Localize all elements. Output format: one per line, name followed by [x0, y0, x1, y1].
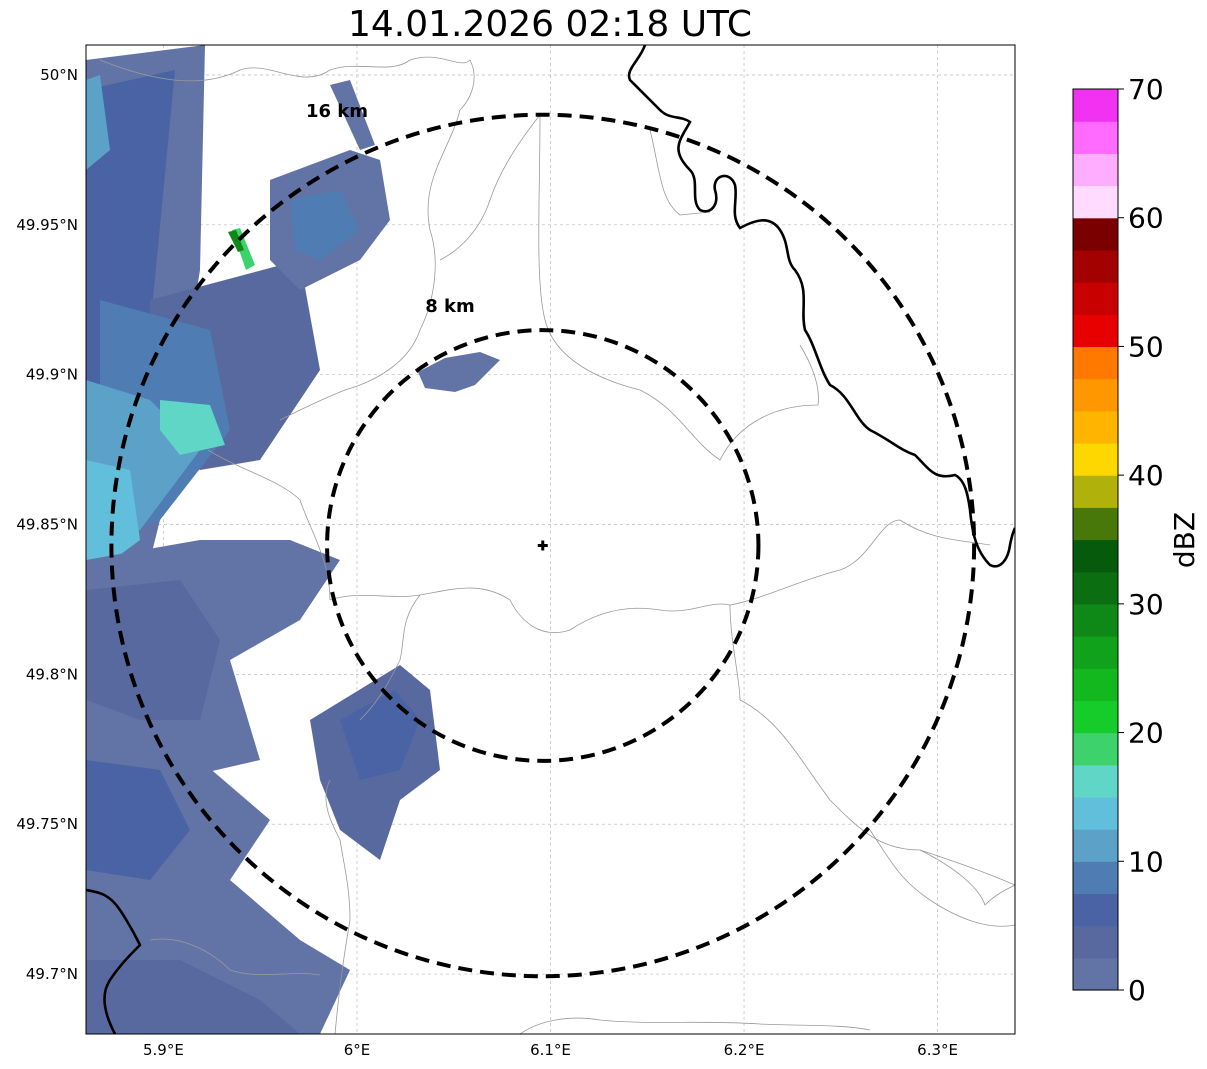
y-tick-label: 49.95°N — [16, 216, 78, 234]
colorbar-segment — [1073, 732, 1118, 766]
x-tick-label: 6°E — [344, 1041, 371, 1059]
echo-cell — [86, 760, 190, 880]
y-tick-label: 49.8°N — [26, 665, 78, 683]
x-tick-label: 6.2°E — [724, 1041, 765, 1059]
range-rings: 8 km 16 km — [109, 101, 977, 979]
boundary-line — [207, 449, 331, 601]
colorbar-segment — [1073, 796, 1118, 830]
colorbar-segment — [1073, 475, 1118, 508]
colorbar-segment — [1073, 957, 1118, 991]
colorbar-segment — [1073, 121, 1118, 154]
boundary-line — [325, 779, 351, 1034]
colorbar-tick-label: 70 — [1128, 73, 1164, 106]
colorbar-segment — [1073, 185, 1118, 219]
boundary-line — [729, 519, 991, 606]
echo-cell — [160, 400, 225, 455]
x-tick-label: 6.3°E — [917, 1041, 958, 1059]
colorbar-segment — [1073, 89, 1118, 122]
colorbar-segment — [1073, 700, 1118, 734]
ring-label: 8 km — [425, 296, 475, 317]
border-line — [627, 45, 1015, 568]
x-tick-label: 6.1°E — [530, 1041, 571, 1059]
country-border — [86, 45, 1015, 1034]
colorbar-tick-label: 60 — [1128, 202, 1164, 235]
colorbar-tick-label: 40 — [1128, 459, 1164, 492]
colorbar-segment — [1073, 764, 1118, 798]
colorbar-segment — [1073, 668, 1118, 701]
colorbar-segment — [1073, 636, 1118, 669]
y-tick-label: 50°N — [40, 66, 78, 84]
colorbar-segment — [1073, 507, 1118, 541]
boundary-line — [279, 109, 461, 421]
y-tick-label: 49.85°N — [16, 516, 78, 534]
echo-cell — [86, 960, 300, 1034]
boundary-line — [439, 114, 541, 261]
range-ring — [109, 112, 977, 979]
border-line — [86, 888, 142, 1034]
colorbar-label: dBZ — [1168, 512, 1201, 568]
colorbar-tick-label: 0 — [1128, 974, 1146, 1007]
echo-cell — [418, 352, 500, 392]
echo-cell — [340, 690, 420, 780]
colorbar-tick-label: 50 — [1128, 330, 1164, 363]
colorbar-segment — [1073, 410, 1118, 444]
radar-site-marker — [537, 540, 548, 551]
map-area: 8 km 16 km — [86, 45, 1015, 1034]
colorbar-segment — [1073, 603, 1118, 637]
boundary-line — [739, 699, 1015, 886]
y-tick-label: 49.7°N — [26, 965, 78, 983]
y-tick-label: 49.75°N — [16, 815, 78, 833]
map-frame — [85, 44, 1016, 1035]
colorbar-segment — [1073, 314, 1118, 348]
colorbar-segment — [1073, 539, 1118, 573]
boundary-line — [869, 829, 1015, 927]
colorbar-segment — [1073, 346, 1118, 380]
echo-cell — [86, 460, 140, 580]
echo-cell — [228, 230, 244, 252]
range-ring — [325, 328, 761, 763]
colorbar-segment — [1073, 442, 1118, 476]
colorbar-segment — [1073, 571, 1118, 605]
y-tick-label: 49.9°N — [26, 366, 78, 384]
echo-cell — [86, 580, 220, 720]
colorbar-segment — [1073, 378, 1118, 412]
boundary-line — [649, 129, 711, 216]
colorbar-segment — [1073, 217, 1118, 251]
boundary-line — [919, 849, 1015, 906]
colorbar-frame — [1072, 88, 1119, 991]
boundary-line — [538, 114, 819, 461]
echo-cell — [290, 190, 360, 260]
colorbar-tick-label: 20 — [1128, 717, 1164, 750]
gridlines — [86, 45, 1015, 1034]
ring-label: 16 km — [306, 101, 368, 122]
boundary-line — [359, 594, 421, 721]
boundary-line — [519, 1017, 871, 1034]
echo-cell — [86, 75, 110, 170]
boundary-line — [99, 56, 475, 111]
colorbar-tick-label: 10 — [1128, 845, 1164, 878]
colorbar-segment — [1073, 153, 1118, 187]
admin-boundaries — [99, 56, 1015, 1034]
echo-cell — [330, 80, 375, 150]
boundary-line — [149, 938, 321, 976]
colorbar-segment — [1073, 249, 1118, 283]
colorbar-segment — [1073, 925, 1118, 959]
colorbar-segment — [1073, 282, 1118, 315]
colorbar-segment — [1073, 861, 1118, 895]
colorbar-tick-label: 30 — [1128, 588, 1164, 621]
colorbar: 0 10 20 30 40 50 60 70 dBZ — [1072, 73, 1201, 1007]
colorbar-segment — [1073, 893, 1118, 927]
y-axis: 50°N 49.95°N 49.9°N 49.85°N 49.8°N 49.75°N 49.… — [16, 66, 78, 983]
map-title: 14.01.2026 02:18 UTC — [347, 4, 753, 45]
x-axis: 5.9°E 6°E 6.1°E 6.2°E 6.3°E — [143, 1041, 958, 1059]
x-tick-label: 5.9°E — [143, 1041, 184, 1059]
colorbar-segment — [1073, 829, 1118, 862]
